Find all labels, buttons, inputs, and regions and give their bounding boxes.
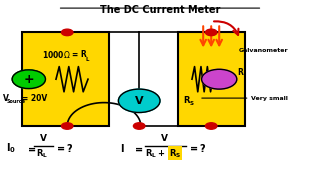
FancyBboxPatch shape — [178, 32, 245, 126]
Circle shape — [205, 123, 217, 129]
Text: $\mathbf{R_L}$: $\mathbf{R_L}$ — [36, 147, 48, 160]
Circle shape — [205, 29, 217, 36]
Circle shape — [118, 89, 160, 112]
Circle shape — [133, 123, 145, 129]
Text: +: + — [23, 73, 34, 86]
Text: Very small: Very small — [251, 96, 288, 101]
Text: $\mathbf{I}$: $\mathbf{I}$ — [120, 143, 125, 154]
Circle shape — [61, 29, 73, 36]
Text: Source: Source — [7, 99, 26, 104]
Text: $\mathbf{=}$: $\mathbf{=}$ — [133, 143, 144, 154]
Text: S: S — [189, 101, 193, 106]
Text: V: V — [3, 94, 9, 103]
Circle shape — [202, 69, 237, 89]
Text: The DC Current Meter: The DC Current Meter — [100, 5, 220, 15]
Text: R: R — [184, 96, 190, 105]
Text: $\mathbf{R_L + }$: $\mathbf{R_L + }$ — [145, 147, 165, 160]
Text: $\mathbf{V}$: $\mathbf{V}$ — [39, 132, 48, 143]
Text: 1000$\Omega$: 1000$\Omega$ — [42, 49, 70, 60]
Text: $\mathbf{=}$: $\mathbf{=}$ — [26, 143, 36, 154]
Text: = 20V: = 20V — [22, 94, 47, 103]
Text: V: V — [135, 96, 143, 106]
Text: R: R — [237, 68, 243, 77]
Text: $\mathbf{I_0}$: $\mathbf{I_0}$ — [6, 142, 17, 155]
Circle shape — [61, 123, 73, 129]
Circle shape — [12, 70, 45, 89]
Text: $\mathbf{= ?}$: $\mathbf{= ?}$ — [55, 143, 74, 154]
Text: L: L — [86, 57, 89, 62]
Text: $\mathbf{R_S}$: $\mathbf{R_S}$ — [169, 147, 181, 160]
Text: Galvanometer: Galvanometer — [238, 48, 288, 53]
Text: $\mathbf{= ?}$: $\mathbf{= ?}$ — [188, 143, 207, 154]
Text: $\mathbf{V}$: $\mathbf{V}$ — [160, 132, 169, 143]
FancyBboxPatch shape — [22, 32, 109, 126]
Text: = R: = R — [72, 50, 87, 59]
